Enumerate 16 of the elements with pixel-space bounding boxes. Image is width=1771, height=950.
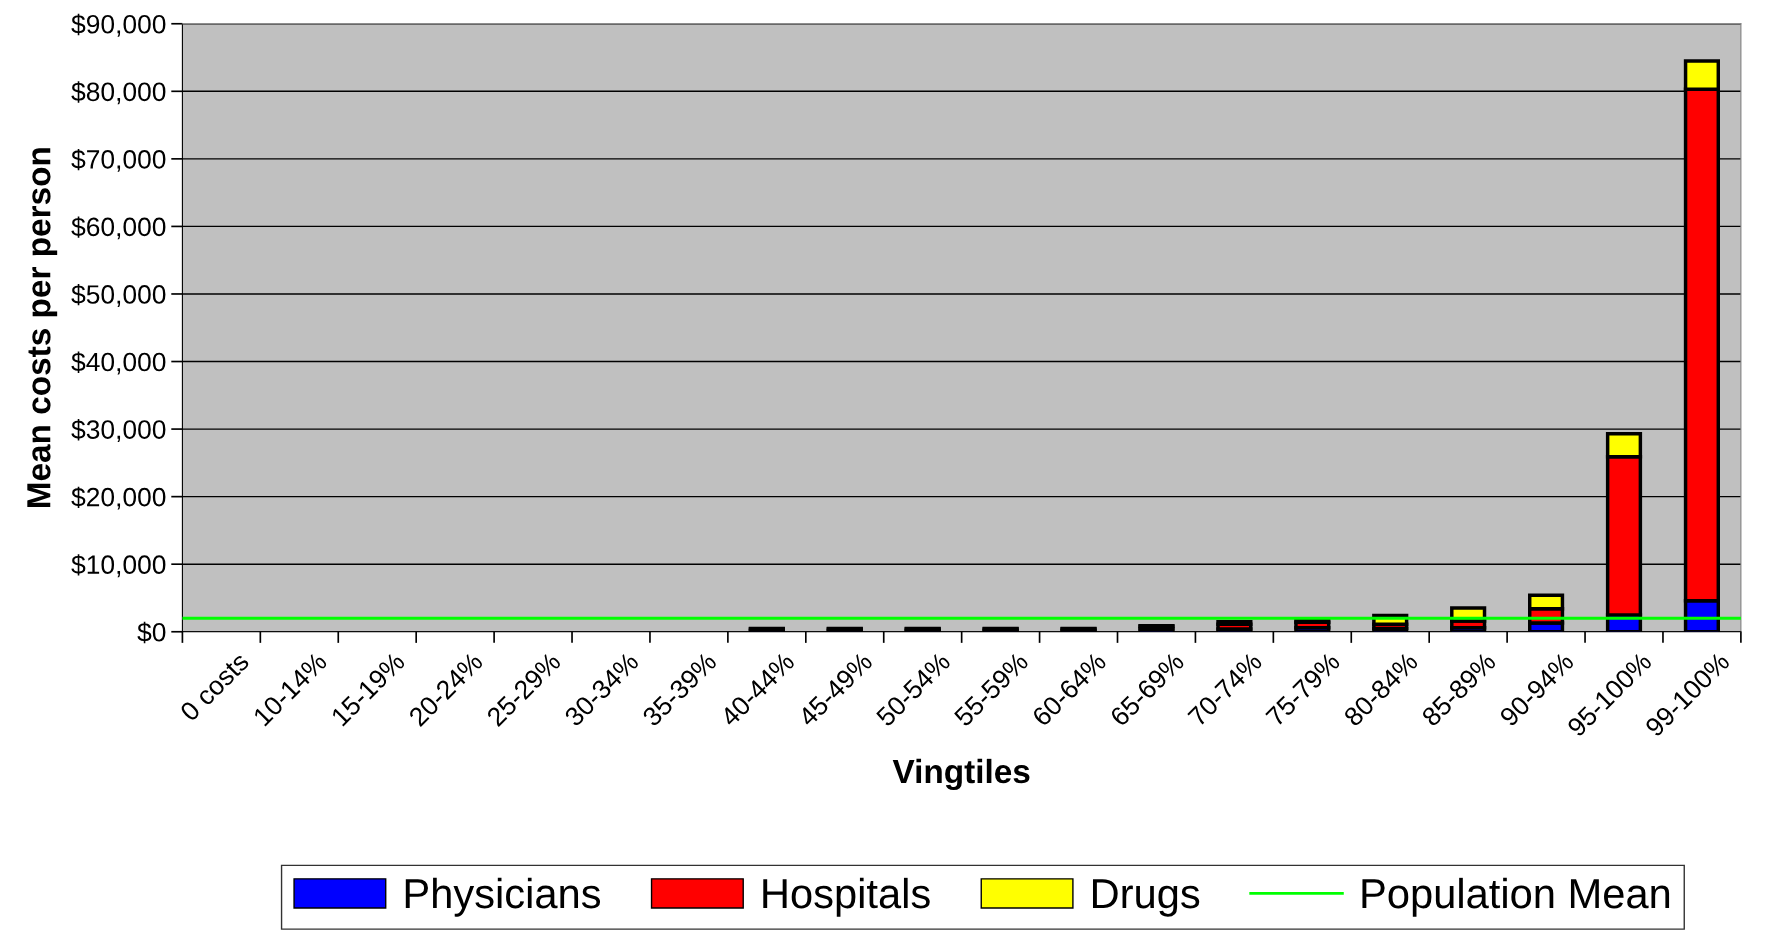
y-tick-label: $70,000 [71, 148, 166, 172]
legend-label: Physicians [405, 877, 601, 917]
y-tick-label: $80,000 [71, 81, 166, 105]
y-tick-label: $60,000 [71, 216, 166, 240]
y-tick-label: $20,000 [71, 486, 166, 510]
x-axis-title: Vingtiles [892, 758, 1030, 791]
y-tick-label: $10,000 [71, 554, 166, 578]
legend-label: Hospitals [763, 877, 930, 917]
y-tick-label: $0 [137, 621, 166, 644]
y-tick-label: $50,000 [71, 284, 166, 307]
legend-label: Drugs [1092, 879, 1200, 917]
y-tick-label: $30,000 [71, 419, 166, 443]
y-axis-title: Mean costs per person [27, 148, 58, 508]
y-tick-label: $40,000 [71, 351, 166, 375]
y-tick-label: $90,000 [71, 13, 166, 37]
legend-label: Population Mean [1362, 877, 1670, 917]
